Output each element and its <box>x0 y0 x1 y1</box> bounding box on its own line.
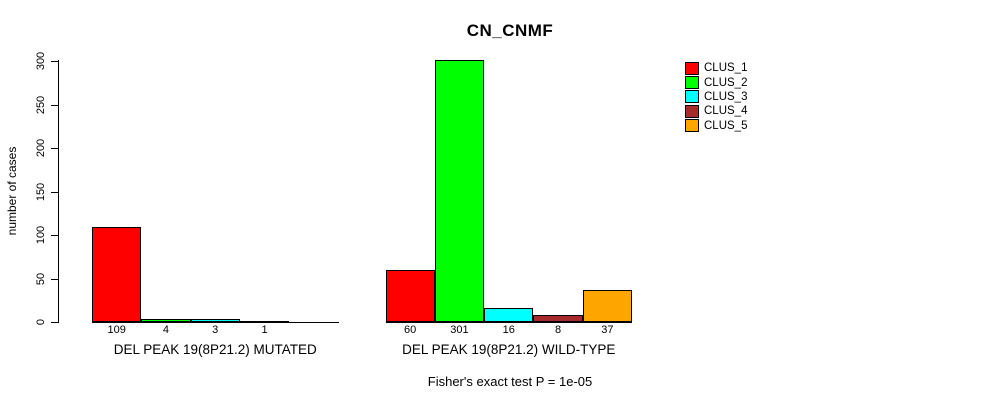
y-tick-label: 150 <box>35 182 47 201</box>
legend-color-swatch <box>685 76 699 90</box>
legend-color-swatch <box>685 119 699 133</box>
legend-item-label: CLUS_4 <box>704 105 748 118</box>
bar-value-label: 1 <box>261 324 268 336</box>
bar-value-label: 60 <box>404 324 417 336</box>
bar-clus_5 <box>582 289 632 322</box>
y-tick-label: 200 <box>35 138 47 158</box>
legend-color-swatch <box>685 90 699 104</box>
legend-item: CLUS_4 <box>685 104 747 118</box>
bar-clus_2 <box>141 318 191 322</box>
y-tick-mark <box>51 148 58 149</box>
group-axis-label: DEL PEAK 19(8P21.2) WILD-TYPE <box>402 342 616 357</box>
bar-clus_4 <box>533 315 583 322</box>
legend: CLUS_1 CLUS_2 CLUS_3 CLUS_4 CLUS_5 <box>685 61 747 133</box>
bar-clus_1 <box>385 269 435 322</box>
y-tick-label: 100 <box>35 225 47 245</box>
y-tick-mark <box>51 278 58 280</box>
y-tick-mark <box>51 191 58 193</box>
y-tick-mark <box>51 235 58 236</box>
group-baseline <box>92 322 339 323</box>
legend-color-swatch <box>685 104 699 118</box>
legend-item-label: CLUS_1 <box>704 62 748 75</box>
legend-item: CLUS_2 <box>685 75 748 90</box>
bar-value-label: 109 <box>107 324 126 336</box>
group-axis-label: DEL PEAK 19(8P21.2) MUTATED <box>113 342 317 357</box>
legend-color-swatch <box>685 61 699 75</box>
y-tick-label: 300 <box>35 51 47 71</box>
y-tick-mark <box>51 61 58 62</box>
y-tick-mark <box>51 104 58 106</box>
bar-value-label: 4 <box>162 324 169 336</box>
legend-item: CLUS_1 <box>685 61 747 75</box>
bar-value-label: 301 <box>450 324 469 336</box>
bar-clus_3 <box>190 319 240 322</box>
y-axis-label: number of cases <box>5 146 19 236</box>
bar-value-label: 8 <box>554 324 562 336</box>
bar-clus_2 <box>434 60 485 322</box>
y-axis-line <box>58 60 59 323</box>
group-baseline <box>385 322 632 323</box>
bar-value-label: 16 <box>502 324 515 336</box>
bar-value-label: 3 <box>212 324 219 336</box>
legend-item: CLUS_3 <box>685 90 747 104</box>
chart-title: CN_CNMF <box>466 21 554 40</box>
legend-item-label: CLUS_3 <box>704 90 748 103</box>
y-tick-label: 0 <box>35 318 47 326</box>
legend-item: CLUS_5 <box>685 119 747 133</box>
legend-item-label: CLUS_5 <box>704 119 748 132</box>
legend-item-label: CLUS_2 <box>704 76 748 89</box>
bar-value-label: 37 <box>601 324 614 336</box>
bar-clus_3 <box>484 308 534 322</box>
bar-clus_1 <box>92 227 142 322</box>
footnote-fisher-test: Fisher's exact test P = 1e-05 <box>427 374 593 389</box>
y-tick-label: 250 <box>35 95 47 114</box>
y-tick-label: 50 <box>35 272 47 285</box>
bar-clus_4 <box>239 321 290 324</box>
y-tick-mark <box>51 322 58 323</box>
